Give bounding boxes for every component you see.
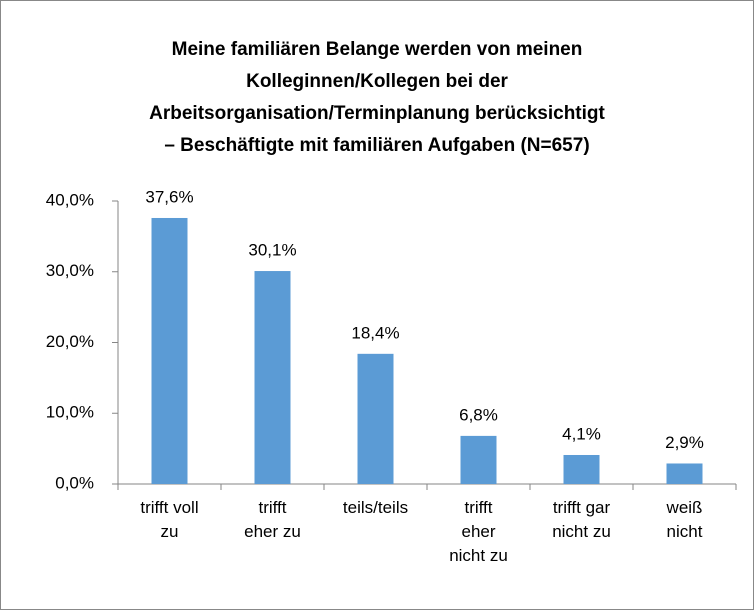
bar	[460, 435, 497, 484]
data-label: 18,4%	[351, 323, 399, 342]
bar	[151, 217, 188, 485]
chart-title: Meine familiären Belange werden von mein…	[149, 39, 605, 156]
bar	[357, 353, 394, 484]
x-tick-label: trifft eher zu	[244, 498, 301, 541]
data-label: 37,6%	[145, 187, 193, 206]
y-tick-label: 20,0%	[46, 332, 94, 351]
x-tick-label: trifft voll zu	[140, 498, 199, 541]
bar	[563, 454, 600, 484]
x-tick-label: weiß nicht	[666, 498, 703, 541]
data-label: 30,1%	[248, 241, 296, 260]
y-tick-label: 40,0%	[46, 190, 94, 209]
data-label: 2,9%	[665, 433, 704, 452]
x-tick-label: trifft eher nicht zu	[449, 498, 508, 565]
bar	[666, 463, 703, 484]
data-label: 6,8%	[459, 405, 498, 424]
x-tick-label: trifft gar nicht zu	[552, 498, 611, 541]
data-label: 4,1%	[562, 424, 601, 443]
y-tick-label: 10,0%	[46, 403, 94, 422]
y-tick-label: 0,0%	[55, 473, 94, 492]
bar	[254, 271, 291, 484]
y-tick-label: 30,0%	[46, 261, 94, 280]
x-tick-label: teils/teils	[342, 498, 409, 517]
